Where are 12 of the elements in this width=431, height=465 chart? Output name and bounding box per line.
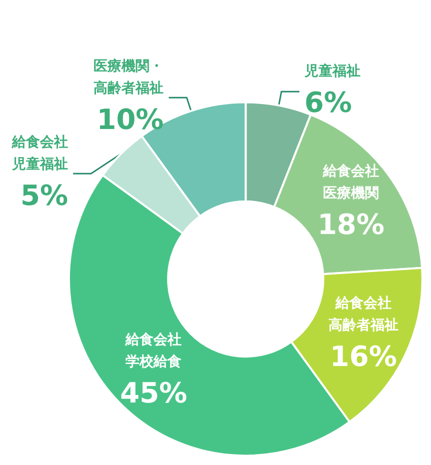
slice-label: 児童福祉 (303, 62, 360, 80)
slice-label: 給食会社医療機関 (322, 164, 379, 202)
slice-label: 給食会社学校給食 (124, 332, 182, 370)
data-label: 16% (330, 340, 397, 373)
data-label: 45% (120, 376, 188, 410)
data-label: 10% (96, 103, 164, 136)
data-label: 18% (317, 208, 384, 242)
data-label: 6% (304, 86, 352, 120)
slice-label: 給食会社高齢者福祉 (328, 295, 398, 334)
slice-label: 医療機関・高齢者福祉 (94, 58, 164, 97)
data-label: 5% (20, 179, 68, 212)
slice-label: 給食会社児童福祉 (11, 134, 68, 173)
